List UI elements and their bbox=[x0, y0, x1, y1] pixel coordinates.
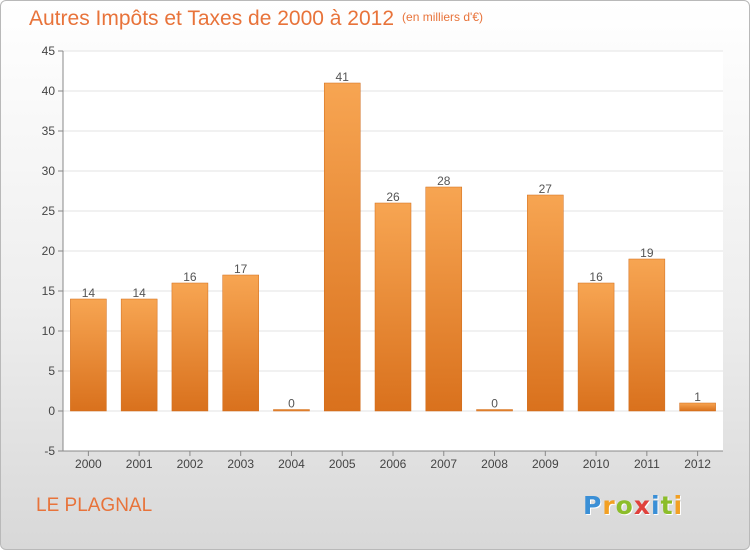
x-tick-label: 2007 bbox=[430, 457, 457, 471]
proxiti-logo: Proxiti bbox=[583, 491, 683, 520]
y-tick-label: 35 bbox=[42, 124, 56, 138]
value-label-2008: 0 bbox=[491, 397, 498, 411]
x-tick-label: 2005 bbox=[329, 457, 356, 471]
logo-letter: x bbox=[633, 491, 651, 520]
bar-2010 bbox=[577, 282, 615, 412]
value-label-2006: 26 bbox=[386, 190, 400, 204]
chart-title-text: Autres Impôts et Taxes de 2000 à 2012 bbox=[29, 7, 395, 30]
bar-2012 bbox=[679, 402, 716, 412]
value-label-2000: 14 bbox=[82, 286, 96, 300]
y-tick-label: 45 bbox=[42, 44, 56, 58]
bar-2007 bbox=[425, 186, 463, 412]
value-label-2004: 0 bbox=[288, 397, 295, 411]
x-tick-label: 2000 bbox=[75, 457, 102, 471]
y-tick-label: 5 bbox=[48, 364, 55, 378]
location-label: LE PLAGNAL bbox=[36, 495, 153, 516]
bar-2000 bbox=[70, 298, 107, 412]
bar-2003 bbox=[222, 274, 259, 412]
y-tick-label: 25 bbox=[42, 204, 56, 218]
y-tick-label: 0 bbox=[48, 404, 55, 418]
value-label-2005: 41 bbox=[336, 70, 350, 84]
chart-subtitle: (en milliers d'€) bbox=[402, 10, 484, 24]
x-tick-label: 2001 bbox=[126, 457, 153, 471]
bar-2011 bbox=[628, 258, 666, 412]
y-tick-label: 10 bbox=[42, 324, 56, 338]
value-label-2007: 28 bbox=[437, 174, 451, 188]
value-label-2010: 16 bbox=[589, 270, 603, 284]
value-label-2012: 1 bbox=[694, 390, 701, 404]
bar-2001 bbox=[120, 298, 158, 412]
x-tick-label: 2004 bbox=[278, 457, 305, 471]
bar-2005 bbox=[323, 82, 361, 412]
y-tick-label: -5 bbox=[44, 444, 55, 458]
x-tick-label: 2008 bbox=[481, 457, 508, 471]
bar-2006 bbox=[374, 202, 412, 412]
y-tick-label: 30 bbox=[42, 164, 56, 178]
bar-2008 bbox=[476, 409, 513, 412]
bar-2004 bbox=[273, 409, 310, 412]
x-tick-label: 2011 bbox=[634, 457, 660, 471]
bar-2002 bbox=[171, 282, 209, 412]
y-tick-label: 15 bbox=[42, 284, 56, 298]
x-tick-label: 2010 bbox=[583, 457, 610, 471]
logo-letter: r bbox=[602, 491, 616, 520]
x-tick-label: 2009 bbox=[532, 457, 559, 471]
value-label-2009: 27 bbox=[539, 182, 553, 196]
x-tick-label: 2002 bbox=[177, 457, 204, 471]
value-label-2003: 17 bbox=[234, 262, 248, 276]
chart-title: Autres Impôts et Taxes de 2000 à 2012 (en… bbox=[29, 7, 483, 31]
logo-letter: P bbox=[583, 491, 603, 520]
value-label-2001: 14 bbox=[132, 286, 146, 300]
logo-letter: i bbox=[651, 491, 661, 520]
x-tick-label: 2006 bbox=[380, 457, 407, 471]
logo-letter: o bbox=[615, 491, 634, 520]
value-label-2002: 16 bbox=[183, 270, 197, 284]
value-label-2011: 19 bbox=[640, 246, 654, 260]
y-tick-label: 40 bbox=[42, 84, 56, 98]
x-tick-label: 2003 bbox=[227, 457, 254, 471]
bar-2009 bbox=[527, 194, 564, 412]
x-tick-label: 2012 bbox=[684, 457, 711, 471]
logo-letter: i bbox=[673, 491, 684, 520]
logo-letter: t bbox=[660, 491, 674, 520]
y-tick-label: 20 bbox=[42, 244, 56, 258]
